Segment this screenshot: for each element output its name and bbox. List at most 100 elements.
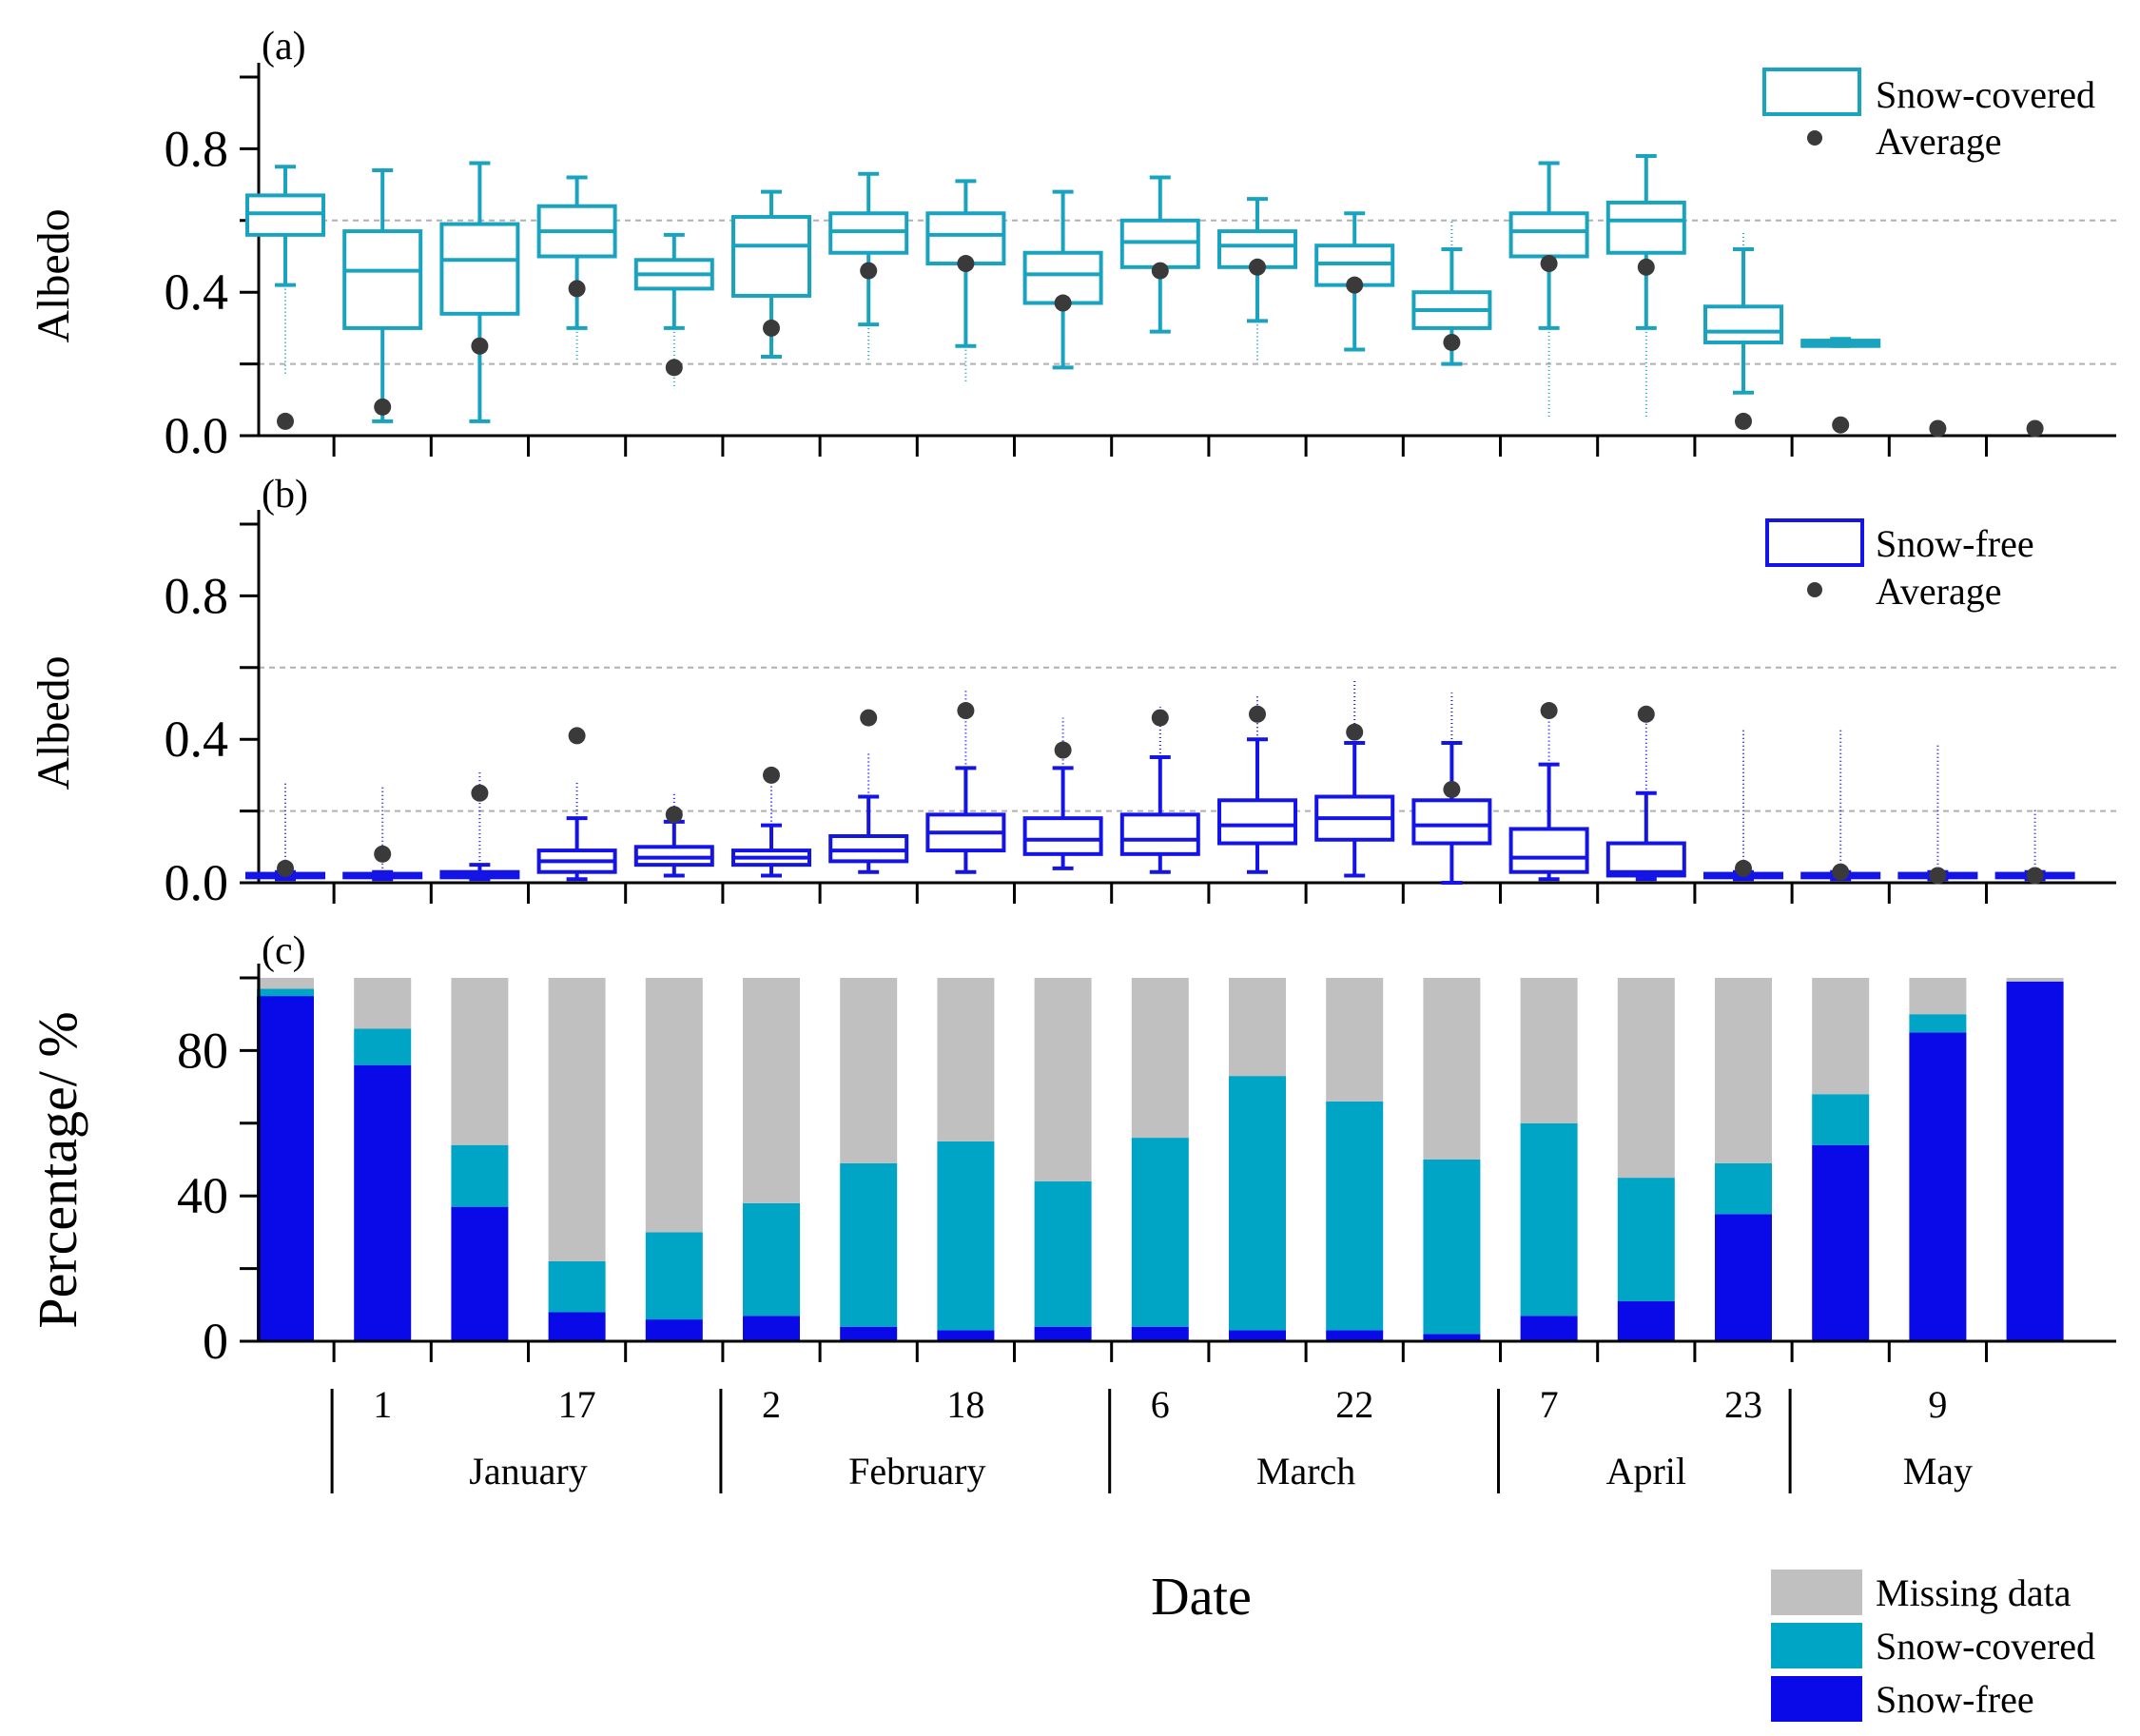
bar-missing-data [1034,978,1092,1181]
box-plot-7 [828,753,909,874]
bar-missing-data [1423,978,1481,1160]
bar-snow-covered [354,1028,412,1065]
average-dot [1346,276,1364,294]
iqr-box [1022,816,1103,856]
bar-snow-covered [1131,1138,1189,1327]
bar-snow-free [1423,1334,1481,1341]
average-dot [860,709,878,727]
average-dot [1151,709,1169,727]
bar-snow-free [645,1319,703,1341]
box-plot-4 [536,782,617,882]
box-plot-6 [731,774,811,878]
y-tick-label: 0.0 [165,407,229,464]
bar-missing-data [937,978,995,1141]
iqr-box [439,222,520,316]
bar-snow-free [354,1064,412,1341]
iqr-box [1605,200,1686,255]
box-plot-17 [1800,728,1881,882]
bar-snow-covered [451,1144,509,1207]
bar-missing-data [548,978,606,1261]
legend-snow-covered-label: Snow-covered [1876,1625,2095,1668]
bar-missing-data [1812,978,1870,1095]
average-dot [1540,255,1558,273]
bar-snow-covered [937,1141,995,1331]
legend-snow-free-label: Snow-free [1876,522,2034,565]
panel-b-ylabel: Albedo [29,655,79,790]
y-tick-label: 40 [177,1167,228,1224]
legend-snow-covered-label: Snow-covered [1876,73,2095,116]
box-plot-12 [1314,678,1395,878]
average-dot [2026,867,2044,885]
average-dot [957,702,975,720]
y-tick-label: 0.8 [165,120,229,177]
bar-snow-free [548,1312,606,1341]
box-plot-15 [1605,707,1686,882]
box-plot-15 [1605,153,1686,419]
day-tick-label: 17 [558,1383,596,1426]
average-dot [1443,333,1461,351]
bar-snow-free [257,996,314,1341]
day-tick-label: 23 [1724,1383,1762,1426]
bar-missing-data [1909,978,1967,1015]
bar-missing-data [1131,978,1189,1139]
bar-missing-data [1520,978,1578,1123]
date-axis: 1 17 2 18 6 22 7 23 9 January February March April Ma… [330,1383,1973,1493]
month-label: March [1256,1450,1355,1492]
iqr-box [1703,304,1783,344]
average-dot [665,806,683,824]
month-label: January [469,1450,587,1492]
box-plot-8 [925,179,1006,382]
panel-a-snow-covered-albedo: (a) Albedo 0.0 0.4 0.8 Snow-covered Averag… [29,25,2116,464]
bar-snow-free [840,1326,898,1341]
box-plot-9 [1022,189,1103,370]
average-dot [1637,705,1655,723]
bar-snow-covered [1326,1101,1384,1331]
bar-snow-free [1617,1300,1675,1341]
bar-snow-free [1909,1032,1967,1341]
box-plot-7 [828,171,909,361]
y-tick-label: 80 [177,1022,228,1079]
day-tick-label: 2 [762,1383,781,1426]
box-plot-5 [633,232,714,389]
bar-missing-data [840,978,898,1163]
bar-missing-data [257,978,314,989]
bar-snow-covered [1229,1076,1286,1331]
bar-snow-covered [548,1260,606,1313]
average-dot [1054,294,1072,312]
legend-average-label: Average [1876,570,2002,613]
panel-b-snow-free-albedo: (b) Albedo 0.0 0.4 0.8 Snow-free Average [29,473,2116,911]
average-dot [1054,741,1072,759]
box-plot-10 [1119,707,1200,874]
box-plot-14 [1508,161,1589,419]
average-dot [860,262,878,280]
average-dot [277,859,294,877]
day-tick-label: 7 [1540,1383,1559,1426]
legend-missing-swatch [1771,1570,1862,1615]
box-plot-3 [439,771,520,882]
bar-snow-free [743,1316,800,1341]
bar-snow-free [1034,1326,1092,1341]
legend-snow-covered-box-swatch [1762,68,1861,116]
bar-snow-free [1131,1326,1189,1341]
legend-average-dot [1807,582,1822,597]
average-dot [277,412,294,430]
panel-b-legend: Snow-free Average [1765,518,2034,613]
box-plot-12 [1314,211,1395,352]
average-dot [763,766,780,784]
average-dot [1929,419,1947,438]
box-plot-10 [1119,175,1200,334]
panel-a-ylabel: Albedo [29,208,79,342]
box-plot-4 [536,175,617,361]
average-dot [1249,705,1266,723]
bar-snow-covered [1909,1014,1967,1033]
panel-c-label: (c) [262,929,306,973]
day-tick-label: 6 [1151,1383,1170,1426]
average-dot [1735,859,1752,877]
bar-missing-data [1229,978,1286,1077]
box-plot-11 [1217,197,1297,361]
bar-missing-data [1715,978,1772,1163]
bar-missing-data [1326,978,1384,1102]
average-dot [568,727,586,745]
panel-a-label: (a) [262,25,306,68]
